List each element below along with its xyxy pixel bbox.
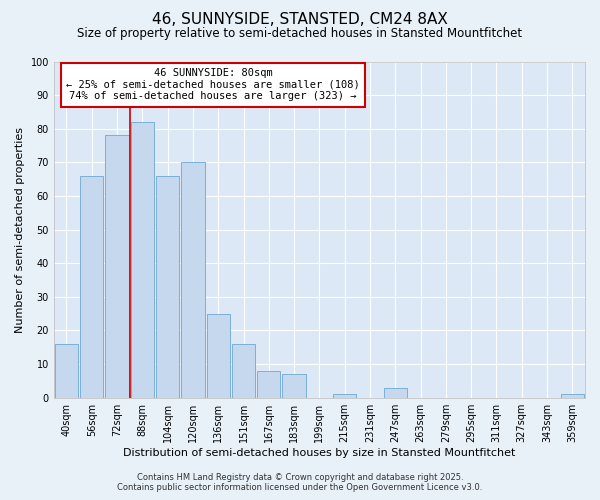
Text: 46, SUNNYSIDE, STANSTED, CM24 8AX: 46, SUNNYSIDE, STANSTED, CM24 8AX (152, 12, 448, 28)
Bar (131, 122, 154, 398)
Text: 46 SUNNYSIDE: 80sqm
← 25% of semi-detached houses are smaller (108)
74% of semi-: 46 SUNNYSIDE: 80sqm ← 25% of semi-detach… (66, 68, 360, 102)
Text: Contains HM Land Registry data © Crown copyright and database right 2025.
Contai: Contains HM Land Registry data © Crown c… (118, 473, 482, 492)
Bar (206, 314, 230, 398)
Bar (561, 394, 584, 398)
Y-axis label: Number of semi-detached properties: Number of semi-detached properties (15, 126, 25, 332)
Bar (106, 136, 128, 398)
Bar (181, 162, 205, 398)
Bar (257, 371, 280, 398)
Text: Size of property relative to semi-detached houses in Stansted Mountfitchet: Size of property relative to semi-detach… (77, 28, 523, 40)
X-axis label: Distribution of semi-detached houses by size in Stansted Mountfitchet: Distribution of semi-detached houses by … (123, 448, 515, 458)
Bar (55, 344, 78, 398)
Bar (283, 374, 306, 398)
Bar (383, 388, 407, 398)
Bar (80, 176, 103, 398)
Bar (333, 394, 356, 398)
Bar (232, 344, 255, 398)
Bar (156, 176, 179, 398)
